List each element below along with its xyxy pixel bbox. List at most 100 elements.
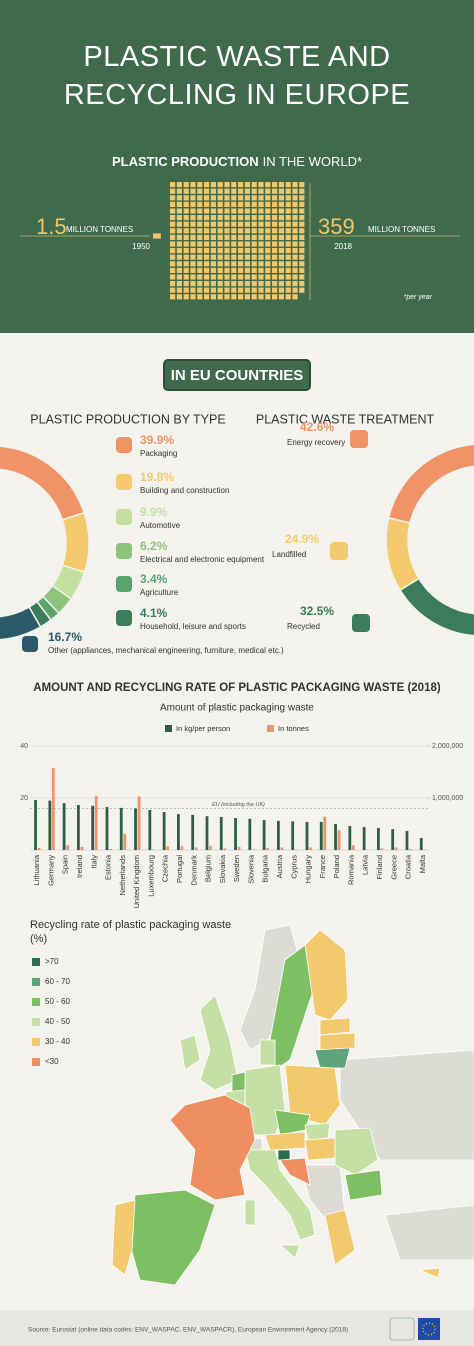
world-square xyxy=(204,182,210,188)
world-square xyxy=(244,261,250,267)
chart-title: AMOUNT AND RECYCLING RATE OF PLASTIC PAC… xyxy=(33,682,441,694)
world-square xyxy=(170,261,176,267)
world-square xyxy=(278,182,284,188)
world-square xyxy=(210,188,216,194)
world-square xyxy=(197,221,203,227)
world-square xyxy=(231,208,237,214)
world-square xyxy=(217,248,223,254)
map-region xyxy=(344,1169,383,1201)
bar xyxy=(294,849,298,850)
bar xyxy=(62,803,66,850)
world-square xyxy=(238,195,244,201)
legend-label: 60 - 70 xyxy=(45,977,70,986)
world-square xyxy=(197,201,203,207)
world-square xyxy=(170,294,176,300)
world-square xyxy=(272,228,278,234)
world-square xyxy=(231,234,237,240)
legend-label: In tonnes xyxy=(278,724,309,733)
world-square xyxy=(278,267,284,273)
bar xyxy=(394,847,398,850)
world-square xyxy=(285,215,291,221)
world-square xyxy=(299,208,305,214)
bar xyxy=(66,845,70,850)
world-square xyxy=(217,241,223,247)
category-label: Energy recovery xyxy=(287,438,345,447)
donut-segment xyxy=(385,516,420,592)
world-square xyxy=(285,294,291,300)
world-square xyxy=(265,188,271,194)
world-square xyxy=(244,221,250,227)
world-square xyxy=(204,261,210,267)
x-tick-label: Netherlands xyxy=(118,855,127,896)
category-label: Automotive xyxy=(140,521,181,530)
world-square xyxy=(170,195,176,201)
world-square xyxy=(190,234,196,240)
world-square xyxy=(210,261,216,267)
world-square xyxy=(265,228,271,234)
world-square xyxy=(190,241,196,247)
world-square xyxy=(244,208,250,214)
world-square xyxy=(272,241,278,247)
value-label: 9.9% xyxy=(140,505,168,519)
world-square xyxy=(251,208,257,214)
world-square xyxy=(197,294,203,300)
world-square xyxy=(170,201,176,207)
bar xyxy=(51,767,55,850)
category-label: Electrical and electronic equipment xyxy=(140,555,265,564)
world-square xyxy=(210,287,216,293)
bar xyxy=(234,818,237,850)
world-square xyxy=(224,254,230,260)
legend-label: <30 xyxy=(45,1057,59,1066)
world-square xyxy=(217,261,223,267)
x-tick-label: Greece xyxy=(389,855,398,880)
world-square xyxy=(197,241,203,247)
world-square xyxy=(278,215,284,221)
value-label: 39.9% xyxy=(140,433,174,447)
world-square xyxy=(244,248,250,254)
bar xyxy=(280,847,284,850)
world-square xyxy=(251,188,257,194)
world-square xyxy=(190,267,196,273)
map-region xyxy=(169,1094,256,1201)
world-square xyxy=(272,294,278,300)
world-square xyxy=(224,267,230,273)
world-square xyxy=(244,234,250,240)
world-square xyxy=(197,287,203,293)
world-square xyxy=(292,281,298,287)
value-label: 16.7% xyxy=(48,630,82,644)
world-square xyxy=(265,254,271,260)
map-region xyxy=(129,1189,216,1286)
map-region xyxy=(418,1267,441,1279)
world-square xyxy=(217,294,223,300)
bar xyxy=(223,848,227,850)
world-square xyxy=(217,234,223,240)
world-square xyxy=(278,248,284,254)
world-square xyxy=(210,215,216,221)
world-square xyxy=(224,228,230,234)
category-label: Agriculture xyxy=(140,588,179,597)
world-square xyxy=(292,228,298,234)
chart-title: PLASTIC WASTE TREATMENT xyxy=(256,412,435,426)
bar xyxy=(391,829,395,850)
section-label: IN EU COUNTRIES xyxy=(171,367,304,384)
world-square xyxy=(183,254,189,260)
world-square xyxy=(224,274,230,280)
world-square xyxy=(258,254,264,260)
world-square xyxy=(197,228,203,234)
world-square xyxy=(170,228,176,234)
bar xyxy=(205,816,209,850)
world-square xyxy=(231,274,237,280)
bar xyxy=(323,816,327,850)
x-tick-label: Czechia xyxy=(161,854,170,882)
legend-swatch xyxy=(32,978,40,986)
world-square xyxy=(258,208,264,214)
world-square xyxy=(265,215,271,221)
world-square xyxy=(265,221,271,227)
world-square xyxy=(210,195,216,201)
map-region xyxy=(339,1049,474,1161)
world-square xyxy=(238,201,244,207)
x-tick-label: Slovenia xyxy=(246,854,255,884)
world-square xyxy=(190,195,196,201)
world-square xyxy=(183,274,189,280)
world-square xyxy=(251,215,257,221)
